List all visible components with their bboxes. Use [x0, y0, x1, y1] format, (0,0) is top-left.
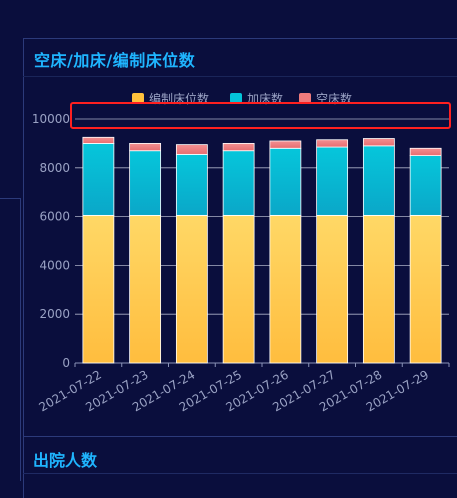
- bar-extra: [409, 155, 442, 216]
- bar-base: [409, 214, 442, 364]
- bar-base: [82, 214, 115, 364]
- bed-count-chart: 02000400060008000100002021-07-222021-07-…: [32, 91, 450, 414]
- bar-extra: [316, 146, 349, 216]
- section-divider: [23, 436, 457, 437]
- bar-empty: [82, 136, 115, 144]
- bar-base: [269, 214, 302, 364]
- panel-title: 空床/加床/编制床位数: [34, 51, 196, 70]
- discharge-panel-title: 出院人数: [33, 451, 98, 470]
- bar-extra: [82, 142, 115, 216]
- y-tick-label: 0: [62, 356, 70, 370]
- bar-extra: [175, 153, 208, 216]
- bar-empty: [409, 147, 442, 156]
- bar-extra: [222, 150, 255, 216]
- bar-base: [222, 214, 255, 364]
- bar-empty: [269, 140, 302, 149]
- y-tick-label: 4000: [39, 258, 70, 272]
- y-tick-label: 6000: [39, 210, 70, 224]
- bar-base: [316, 214, 349, 364]
- highlight-box: [70, 102, 451, 129]
- bar-extra: [362, 145, 395, 216]
- bar-base: [362, 214, 395, 364]
- bar-base: [129, 214, 162, 364]
- bar-empty: [316, 139, 349, 148]
- bar-extra: [269, 147, 302, 216]
- legend-swatch: [132, 93, 144, 103]
- bar-empty: [175, 144, 208, 155]
- bar-extra: [129, 150, 162, 216]
- bar-empty: [222, 142, 255, 152]
- title-underline: [23, 76, 457, 77]
- y-tick-label: 10000: [32, 112, 70, 126]
- legend-swatch: [230, 93, 242, 103]
- y-tick-label: 8000: [39, 161, 70, 175]
- section-divider-2: [23, 473, 457, 474]
- left-panel-edge: [0, 198, 21, 481]
- bar-empty: [129, 142, 162, 152]
- bar-empty: [362, 138, 395, 147]
- bar-base: [175, 214, 208, 364]
- y-tick-label: 2000: [39, 307, 70, 321]
- legend-swatch: [299, 93, 311, 103]
